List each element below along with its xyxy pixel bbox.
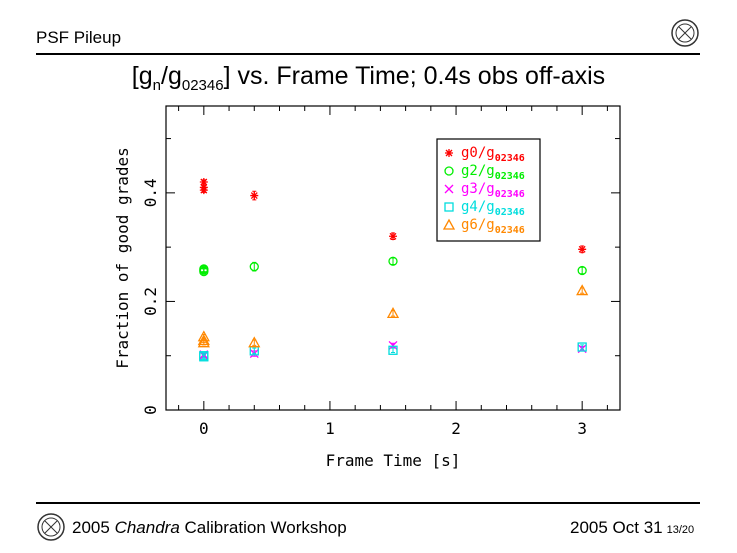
- legend-box: [436, 138, 541, 242]
- error-bar: [391, 257, 395, 266]
- data-point-asterisk: [199, 178, 208, 186]
- data-point-asterisk: [389, 232, 397, 241]
- header-rule: [36, 53, 700, 55]
- legend-label: g3/g02346: [461, 181, 525, 200]
- legend-label: g2/g02346: [461, 163, 525, 182]
- error-bar: [391, 347, 395, 353]
- legend-marker: [444, 166, 454, 176]
- data-point-square: [577, 342, 587, 352]
- section-title: PSF Pileup: [36, 28, 122, 47]
- data-point-asterisk: [578, 245, 587, 254]
- y-tick-label: 0.2: [141, 287, 160, 316]
- data-point-triangle: [248, 336, 261, 348]
- data-point-circle: [577, 265, 587, 276]
- error-bar: [201, 353, 206, 358]
- legend-marker: [444, 184, 454, 194]
- y-axis-label: Fraction of good grades: [113, 147, 132, 369]
- footer-event: 2005 Chandra Calibration Workshop: [72, 518, 347, 537]
- x-tick-label: 3: [577, 419, 587, 438]
- legend-label: g6/g02346: [461, 217, 525, 236]
- x-tick-label: 0: [199, 419, 209, 438]
- cxc-logo-footer-icon: [36, 512, 66, 542]
- error-bar: [580, 266, 585, 275]
- y-tick-label: 0: [141, 405, 160, 415]
- error-bar: [580, 344, 585, 350]
- data-point-triangle: [197, 336, 210, 348]
- error-bar: [252, 261, 257, 272]
- plot-frame: [165, 105, 621, 411]
- page-title: [gn/g02346] vs. Frame Time; 0.4s obs off…: [131, 62, 606, 94]
- legend-label: g4/g02346: [461, 199, 525, 218]
- error-bar: [252, 347, 257, 355]
- x-tick-label: 2: [451, 419, 461, 438]
- page-number: 13/20: [666, 524, 695, 536]
- error-bar: [201, 268, 206, 275]
- legend-marker: [444, 202, 454, 212]
- footer-date: 2005 Oct 31 13/20: [570, 518, 695, 537]
- legend-marker: [442, 218, 456, 230]
- data-point-triangle: [386, 307, 400, 319]
- x-axis-label: Frame Time [s]: [326, 451, 461, 470]
- data-point-square: [199, 351, 209, 361]
- data-point-asterisk: [250, 191, 259, 200]
- footer-rule: [36, 502, 700, 504]
- y-tick-label: 0.4: [141, 178, 160, 207]
- data-point-x: [388, 340, 398, 350]
- legend-marker: [445, 149, 453, 157]
- data-point-circle: [199, 266, 209, 277]
- data-point-circle: [388, 256, 398, 266]
- x-tick-label: 1: [325, 419, 335, 438]
- data-point-square: [388, 345, 398, 355]
- legend-label: g0/g02346: [461, 145, 525, 164]
- data-point-asterisk: [199, 186, 208, 195]
- data-point-circle: [249, 262, 259, 272]
- data-point-triangle: [576, 284, 589, 296]
- cxc-logo-icon: [670, 18, 700, 48]
